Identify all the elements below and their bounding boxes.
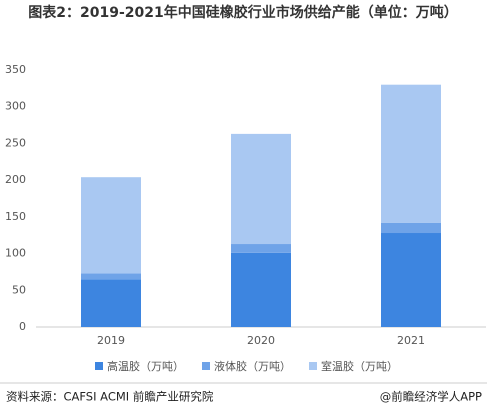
y-tick-label: 100 <box>5 247 26 260</box>
legend-label: 室温胶（万吨） <box>321 359 398 373</box>
legend-swatch <box>95 362 103 370</box>
y-tick-label: 50 <box>12 283 26 296</box>
y-tick-label: 350 <box>5 63 26 76</box>
bar-segment <box>81 177 141 274</box>
bar-segment <box>381 233 441 327</box>
legend-swatch <box>309 362 317 370</box>
bar-segment <box>381 84 441 223</box>
bar-segment <box>381 222 441 234</box>
source: 资料来源：CAFSI ACMI 前瞻产业研究院 <box>6 390 214 404</box>
legend-label: 高温胶（万吨） <box>107 359 184 373</box>
legend-label: 液体胶（万吨） <box>214 359 291 373</box>
bar-segment <box>231 133 291 245</box>
y-tick-label: 300 <box>5 100 26 113</box>
y-tick-label: 0 <box>19 320 26 333</box>
x-tick-label: 2021 <box>397 334 425 347</box>
legend-swatch <box>202 362 210 370</box>
bar-segment <box>81 273 141 280</box>
x-tick-label: 2020 <box>247 334 275 347</box>
y-tick-label: 200 <box>5 173 26 186</box>
chart-title: 图表2：2019-2021年中国硅橡胶行业市场供给产能（单位：万吨） <box>28 5 458 21</box>
x-tick-label: 2019 <box>97 334 125 347</box>
y-tick-label: 150 <box>5 210 26 223</box>
y-tick-label: 250 <box>5 136 26 149</box>
brand: @前瞻经济学人APP <box>380 390 482 404</box>
bar-segment <box>231 244 291 253</box>
bar-segment <box>81 279 141 327</box>
bar-segment <box>231 252 291 327</box>
